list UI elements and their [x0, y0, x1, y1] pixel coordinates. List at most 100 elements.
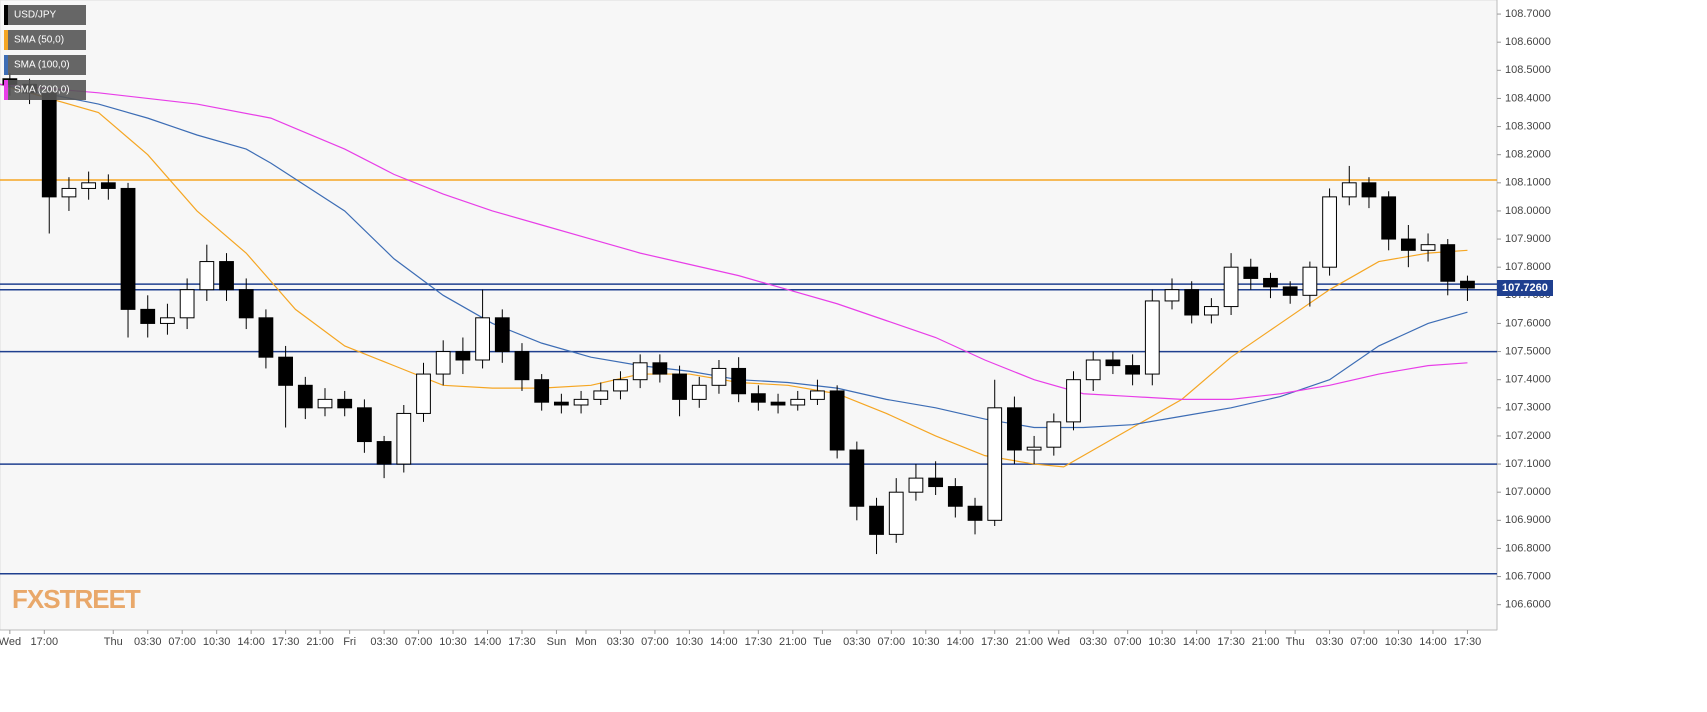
y-tick-label: 108.3000	[1505, 120, 1551, 132]
candle-body	[888, 491, 904, 535]
y-tick-label: 108.1000	[1505, 177, 1551, 189]
x-tick-label: 07:00	[1114, 636, 1142, 648]
candle-body	[160, 317, 175, 324]
x-tick-label: 03:30	[1079, 636, 1107, 648]
legend-swatch	[4, 30, 8, 50]
candle-body	[1322, 196, 1337, 268]
y-tick-label: 108.7000	[1505, 8, 1551, 20]
candle-body	[1144, 300, 1160, 375]
price-tag	[1497, 280, 1553, 296]
legend-box	[4, 55, 86, 75]
x-tick-label: 10:30	[1148, 636, 1176, 648]
x-tick-label: Wed	[1048, 636, 1070, 648]
candle-body	[1046, 421, 1062, 448]
x-tick-label: 07:00	[641, 636, 669, 648]
candle-body	[238, 289, 254, 319]
x-tick-label: Sun	[547, 636, 567, 648]
x-tick-label: Thu	[1286, 636, 1305, 648]
candle-body	[199, 261, 215, 291]
sma-line	[0, 83, 1468, 429]
x-tick-label: 17:00	[31, 636, 59, 648]
x-tick-label: 17:30	[272, 636, 300, 648]
candle-body	[652, 362, 668, 375]
y-tick-label: 108.0000	[1505, 205, 1551, 217]
candle-body	[869, 505, 884, 535]
candle-body	[120, 187, 136, 310]
candle-body	[1420, 244, 1436, 251]
candle-body	[1164, 289, 1180, 302]
candle-body	[1203, 306, 1219, 316]
candle-body	[731, 367, 747, 395]
legend-label: SMA (100,0)	[14, 60, 70, 71]
candle-body	[100, 182, 116, 189]
x-tick-label: 10:30	[1385, 636, 1413, 648]
x-tick-label: 21:00	[779, 636, 807, 648]
candle-body	[987, 407, 1003, 521]
x-tick-label: 17:30	[981, 636, 1009, 648]
legend-swatch	[4, 80, 8, 100]
candle-body	[928, 477, 944, 488]
legend-box	[4, 80, 86, 100]
x-tick-label: 03:30	[607, 636, 635, 648]
y-tick-label: 108.6000	[1505, 36, 1551, 48]
x-tick-label: Tue	[813, 636, 832, 648]
x-tick-label: 10:30	[203, 636, 231, 648]
x-tick-label: 21:00	[1252, 636, 1280, 648]
candle-body	[534, 379, 550, 403]
candle-body	[61, 187, 77, 198]
y-tick-label: 106.9000	[1505, 514, 1551, 526]
x-tick-label: 03:30	[370, 636, 398, 648]
candle-body	[475, 317, 490, 361]
sma-line	[0, 83, 1468, 468]
sma-line	[0, 83, 1468, 400]
x-tick-label: 10:30	[912, 636, 940, 648]
x-tick-label: 07:00	[405, 636, 433, 648]
candle-body	[1105, 359, 1121, 367]
x-tick-label: 17:30	[1217, 636, 1245, 648]
candle-body	[455, 351, 471, 361]
candle-body	[514, 351, 530, 381]
candle-body	[179, 289, 195, 319]
x-tick-label: 03:30	[1316, 636, 1344, 648]
x-tick-label: 21:00	[1015, 636, 1043, 648]
candle-body	[967, 505, 983, 521]
y-tick-label: 106.8000	[1505, 542, 1551, 554]
candle-body	[750, 393, 766, 403]
candle-body	[573, 398, 589, 406]
candle-body	[908, 477, 924, 493]
legend-swatch	[4, 55, 8, 75]
candle-body	[357, 407, 372, 443]
candle-body	[829, 390, 845, 451]
y-tick-label: 107.4000	[1505, 374, 1551, 386]
x-tick-label: 10:30	[676, 636, 704, 648]
candle-body	[435, 351, 451, 375]
x-tick-label: 14:00	[474, 636, 502, 648]
candle-body	[1085, 359, 1101, 381]
candle-body	[1302, 266, 1318, 296]
x-tick-label: Wed	[0, 636, 21, 648]
candle-body	[632, 362, 648, 381]
legend-label: USD/JPY	[14, 10, 57, 21]
candle-body	[1007, 407, 1022, 451]
candle-body	[1223, 266, 1239, 308]
candle-body	[416, 373, 431, 414]
x-tick-label: 14:00	[237, 636, 265, 648]
x-tick-label: 03:30	[843, 636, 871, 648]
legend-swatch	[4, 5, 8, 25]
candle-body	[1460, 280, 1475, 289]
plot-area	[0, 0, 1498, 631]
candle-body	[1361, 182, 1377, 198]
candle-body	[297, 384, 313, 409]
x-tick-label: Mon	[575, 636, 596, 648]
y-tick-label: 107.1000	[1505, 458, 1551, 470]
x-tick-label: 17:30	[745, 636, 773, 648]
y-tick-label: 107.0000	[1505, 486, 1551, 498]
x-tick-label: 14:00	[946, 636, 974, 648]
x-tick-label: 14:00	[710, 636, 738, 648]
candle-body	[1263, 277, 1278, 288]
candle-body	[219, 261, 234, 291]
x-tick-label: 10:30	[439, 636, 467, 648]
x-tick-label: 17:30	[1454, 636, 1482, 648]
candle-body	[613, 379, 628, 392]
